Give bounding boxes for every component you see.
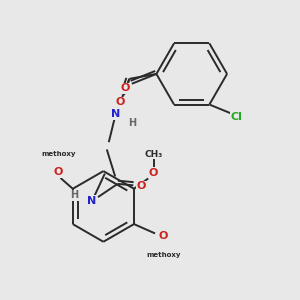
Text: CH₃: CH₃ <box>145 150 163 159</box>
Text: H: H <box>128 118 136 128</box>
Text: N: N <box>88 196 97 206</box>
Text: N: N <box>111 109 120 119</box>
Text: O: O <box>121 83 130 93</box>
Text: O: O <box>116 98 125 107</box>
Text: O: O <box>159 231 168 242</box>
Text: O: O <box>53 167 63 177</box>
Text: Cl: Cl <box>231 112 243 122</box>
Text: O: O <box>149 168 158 178</box>
Text: methoxy: methoxy <box>42 152 76 158</box>
Text: H: H <box>70 190 79 200</box>
Text: O: O <box>137 181 146 191</box>
Text: methoxy: methoxy <box>146 252 181 258</box>
